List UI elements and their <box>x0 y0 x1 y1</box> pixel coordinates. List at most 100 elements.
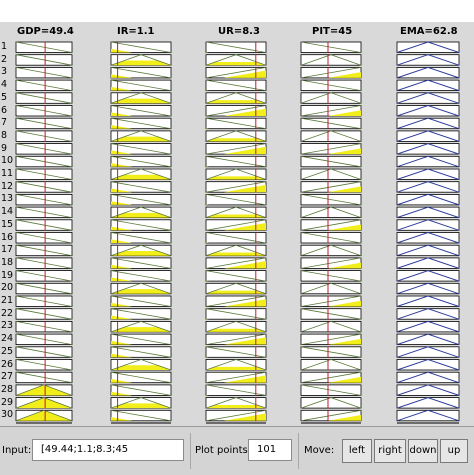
move-up-button[interactable]: up <box>440 439 468 463</box>
rule-number: 7 <box>1 117 8 129</box>
mf-curve <box>15 359 73 371</box>
mf-box <box>396 130 460 142</box>
output-mf-curve <box>396 181 460 193</box>
mf-curve <box>110 320 172 333</box>
mf-fill-area <box>206 318 209 320</box>
output-mf-curve <box>396 41 460 53</box>
mf-curve <box>110 143 172 155</box>
mf-curve <box>110 181 172 193</box>
mf-curve <box>15 397 73 409</box>
mf-fill-area <box>16 398 72 409</box>
rule-number: 25 <box>1 345 14 357</box>
mf-fill-area <box>206 204 209 205</box>
input-vector-field[interactable]: [49.44;1.1;8.3;45 <box>32 439 184 461</box>
mf-curve <box>300 168 362 180</box>
mf-box <box>396 54 460 66</box>
output-mf-curve <box>396 219 460 231</box>
mf-fill-area <box>111 125 132 129</box>
mf-curve <box>15 143 73 155</box>
mf-curve <box>15 219 73 231</box>
move-down-button[interactable]: down <box>408 439 438 463</box>
mf-box <box>396 193 460 206</box>
mf-box <box>396 282 460 295</box>
output-mf-curve <box>396 193 460 206</box>
mf-box <box>396 397 460 409</box>
mf-box <box>396 41 460 53</box>
mf-curve <box>300 257 362 269</box>
mf-curve <box>110 295 172 307</box>
mf-curve <box>15 194 73 206</box>
mf-fill-area <box>206 128 209 129</box>
mf-fill-area <box>111 239 132 243</box>
move-label: Move: <box>304 445 335 456</box>
mf-curve <box>15 206 73 218</box>
mf-curve <box>110 397 172 409</box>
mf-box <box>300 206 362 219</box>
mf-curve <box>110 155 172 168</box>
mf-box <box>396 371 460 384</box>
mf-box <box>396 346 460 358</box>
mf-fill-area <box>111 163 132 167</box>
mf-curve <box>15 105 73 117</box>
mf-curve <box>300 282 362 295</box>
mf-box <box>396 92 460 104</box>
mf-fill-area <box>111 379 132 383</box>
output-mf-curve <box>396 104 460 117</box>
mf-curve <box>300 384 362 396</box>
separator <box>190 433 191 469</box>
mf-curve <box>300 155 362 168</box>
rule-number: 17 <box>1 244 14 256</box>
rule-number: 2 <box>1 53 8 65</box>
mf-fill-area <box>328 224 361 231</box>
mf-curve <box>15 346 73 358</box>
rule-number: 22 <box>1 307 14 319</box>
rule-number: 21 <box>1 295 14 306</box>
mf-box <box>396 219 460 231</box>
mf-curve <box>15 321 73 333</box>
mf-curve <box>15 130 73 142</box>
mf-curve <box>15 282 73 295</box>
output-mf-curve <box>396 371 460 384</box>
mf-curve <box>300 117 362 130</box>
mf-fill-area <box>328 262 361 269</box>
mf-curve <box>110 67 172 79</box>
mf-curve <box>15 409 73 422</box>
mf-fill-area <box>206 356 209 358</box>
mf-box <box>396 384 460 396</box>
output-mf-curve <box>396 92 460 104</box>
mf-curve <box>110 244 172 257</box>
rule-number: 29 <box>1 396 14 408</box>
mf-curve <box>300 143 362 155</box>
rule-number: 19 <box>1 269 14 281</box>
rule-number: 5 <box>1 91 8 103</box>
rule-number: 28 <box>1 383 14 395</box>
mf-curve <box>300 92 362 104</box>
mf-curve <box>300 67 362 79</box>
mf-box <box>300 359 362 371</box>
output-mf-curve <box>396 168 460 180</box>
mf-curve <box>110 371 172 384</box>
mf-curve <box>15 333 73 345</box>
mf-curve <box>110 54 172 66</box>
mf-fill-area <box>206 280 209 282</box>
output-mf-curve <box>396 346 460 358</box>
output-mf-curve <box>396 244 460 257</box>
plot-points-field[interactable]: 101 <box>248 439 292 461</box>
mf-box <box>396 257 460 269</box>
mf-box <box>300 397 362 409</box>
mf-curve <box>110 92 172 104</box>
mf-box <box>300 244 362 257</box>
mf-fill-area <box>16 385 72 396</box>
mf-fill-area <box>111 365 171 370</box>
output-mf-curve <box>396 333 460 346</box>
move-left-button[interactable]: left <box>342 439 372 463</box>
mf-curve <box>300 194 362 206</box>
mf-curve <box>300 54 362 66</box>
mf-fill-area <box>111 201 132 205</box>
mf-box <box>396 67 460 79</box>
move-right-button[interactable]: right <box>374 439 406 463</box>
mf-box <box>396 295 460 307</box>
mf-curve <box>300 244 362 257</box>
mf-fill-area <box>206 138 266 142</box>
